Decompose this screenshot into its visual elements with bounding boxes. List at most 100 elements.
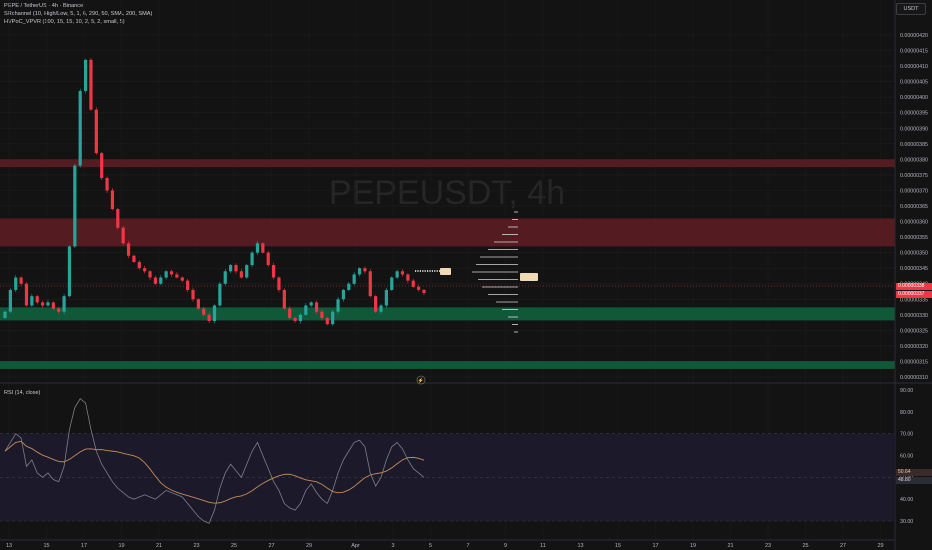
price-tick-label: 0.00000330	[900, 313, 928, 319]
time-tick-label: 15	[43, 543, 49, 549]
rsi-line	[4, 398, 425, 524]
time-tick-label: 29	[306, 543, 312, 549]
time-tick-label: 21	[156, 543, 162, 549]
candle-body	[78, 90, 82, 166]
candle-body	[304, 305, 308, 315]
candle-body	[8, 289, 12, 312]
time-tick-label: 15	[615, 543, 621, 549]
poc-label	[440, 268, 451, 275]
price-axis[interactable]: 0.00000420 0.00000415 0.00000410 0.00000405…	[900, 33, 928, 381]
candle-body	[126, 243, 131, 256]
sync-icon[interactable]: ⚡	[416, 375, 426, 385]
time-tick-label: 21	[727, 543, 733, 549]
candle-body	[357, 268, 362, 275]
candle-body	[288, 308, 292, 318]
candle-body	[83, 59, 88, 91]
time-tick-label: 7	[466, 543, 469, 549]
candle-body	[51, 302, 55, 309]
time-tick-label: 5	[429, 543, 432, 549]
candle-body	[196, 299, 200, 309]
candle-body	[143, 268, 147, 272]
candle-body	[132, 255, 136, 262]
time-tick-label: 29	[877, 543, 883, 549]
rsi-ma-tag: 48.80	[896, 477, 932, 484]
rsi-ma-line	[4, 440, 425, 504]
candle-body	[137, 261, 141, 269]
candle-body	[57, 308, 61, 312]
time-tick-label: 9	[504, 543, 507, 549]
candle-body	[3, 311, 7, 318]
vp-label	[520, 273, 538, 281]
candle-body	[218, 283, 222, 306]
indicator-srchannel[interactable]: SRchannel (10, High/Low, 5, 1, 6, 290, 5…	[4, 11, 153, 17]
rsi-label[interactable]: RSI (14, close)	[4, 390, 41, 396]
candle-body	[24, 283, 29, 306]
candle-body	[325, 317, 329, 325]
candle-body	[41, 302, 45, 306]
symbol-title[interactable]: PEPE / TetherUS · 4h · Binance	[4, 3, 84, 9]
candle-body	[395, 271, 399, 278]
last-price-tag: 0.00000338	[896, 283, 932, 290]
candle-body	[314, 302, 319, 312]
price-tick-label: 0.00000405	[900, 80, 928, 86]
candle-body	[320, 311, 324, 318]
candle-body	[390, 277, 394, 290]
last-price-tag-2: 0.00000337	[896, 291, 932, 298]
volume-profile	[415, 211, 538, 333]
candle-body	[271, 265, 276, 278]
candle-body	[347, 283, 351, 290]
price-tick-label: 0.00000395	[900, 111, 928, 117]
price-tick-label: 0.00000365	[900, 204, 928, 210]
price-tick-label: 0.00000345	[900, 266, 928, 272]
candle-body	[180, 277, 184, 281]
candle-body	[266, 252, 270, 266]
candle-body	[336, 299, 340, 312]
time-tick-label: 17	[81, 543, 87, 549]
candle-body	[62, 296, 66, 312]
candle-body	[105, 178, 109, 191]
candle-body	[223, 271, 227, 284]
candle-body	[368, 271, 372, 297]
price-tick-label: 0.00000360	[900, 220, 928, 226]
candle-body	[417, 286, 421, 290]
sr-zones	[0, 159, 895, 369]
candle-body	[67, 246, 72, 297]
candle-body	[379, 305, 383, 312]
candle-body	[422, 289, 426, 294]
time-tick-label: 19	[118, 543, 124, 549]
price-tick-label: 0.00000410	[900, 64, 928, 70]
candle-body	[121, 227, 125, 244]
candle-body	[191, 289, 195, 300]
candle-body	[400, 271, 405, 275]
indicator-hvpoc[interactable]: HVPoC_VPVR (100, 15, 15, 10, 2, 5, 2, sm…	[4, 19, 125, 25]
candle-body	[384, 289, 388, 306]
candle-body	[374, 296, 378, 312]
candle-body	[202, 308, 206, 315]
rsi-pane	[0, 398, 895, 524]
candle-body	[46, 302, 50, 306]
time-tick-label: 25	[802, 543, 808, 549]
time-axis[interactable]: 13 15 17 19 21 23 25 27 29 Apr 3 5 7 9 11 13 15 17 19 21 23 2…	[6, 543, 884, 549]
candle-body	[255, 243, 260, 253]
candle-body	[110, 190, 115, 210]
candle-body	[363, 268, 367, 272]
support-zone	[0, 361, 895, 369]
currency-selector[interactable]: USDT	[896, 3, 926, 15]
price-tick-label: 0.00000390	[900, 126, 928, 132]
candle-body	[73, 165, 77, 247]
time-tick-label: 27	[268, 543, 274, 549]
rsi-tick-label: 60.00	[900, 454, 913, 460]
time-tick-label: 23	[765, 543, 771, 549]
candle-body	[89, 59, 93, 110]
candle-body	[14, 277, 18, 290]
time-tick-label: 25	[231, 543, 237, 549]
candle-body	[186, 280, 190, 290]
time-tick-label: Apr	[351, 543, 360, 549]
candle-body	[19, 277, 23, 284]
candle-body	[352, 274, 356, 284]
candle-body	[234, 265, 238, 272]
rsi-tick-label: 40.00	[900, 497, 913, 503]
price-tick-label: 0.00000375	[900, 173, 928, 179]
